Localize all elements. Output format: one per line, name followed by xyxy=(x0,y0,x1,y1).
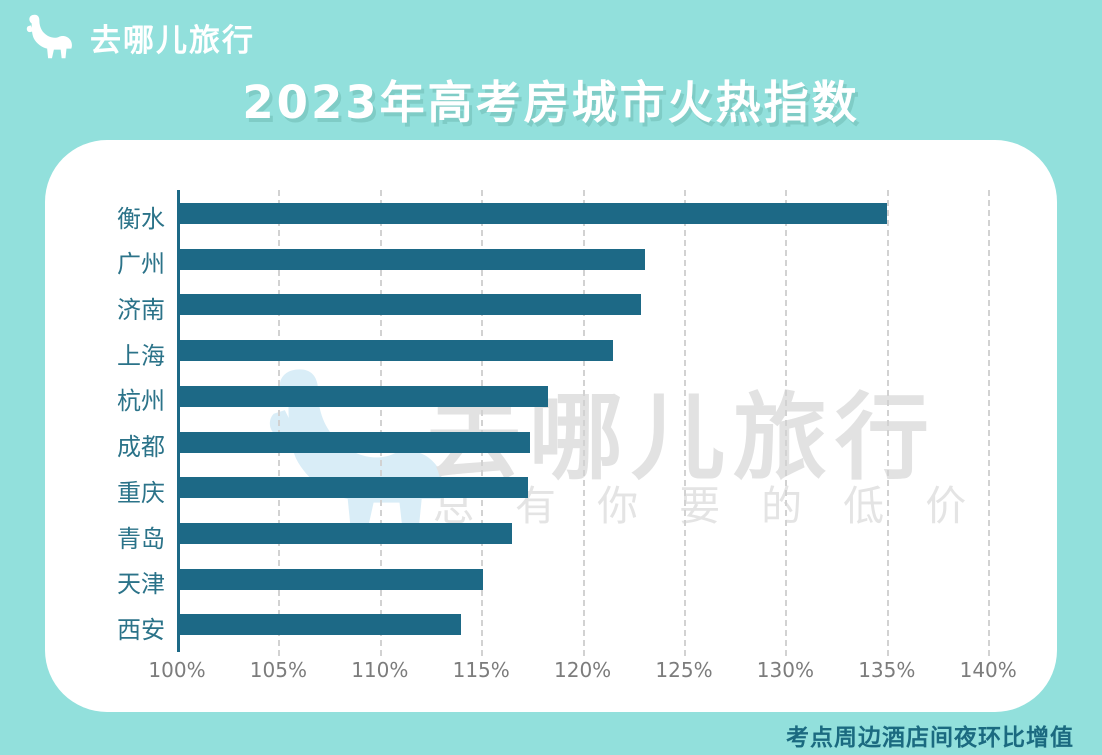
bar xyxy=(179,614,461,636)
city-label: 衡水 xyxy=(117,204,165,233)
gridline xyxy=(684,190,686,656)
bar xyxy=(179,523,512,545)
city-label: 上海 xyxy=(117,341,165,370)
city-label: 西安 xyxy=(117,615,165,644)
bar xyxy=(179,340,613,362)
gridline xyxy=(886,190,889,656)
city-label: 青岛 xyxy=(117,524,165,553)
x-tick-label: 100% xyxy=(148,658,206,682)
bar xyxy=(179,385,549,407)
x-tick-label: 140% xyxy=(959,658,1017,682)
city-label: 济南 xyxy=(117,295,165,324)
x-tick-label: 135% xyxy=(858,658,916,682)
x-tick-label: 125% xyxy=(655,658,713,682)
x-tick-label: 120% xyxy=(554,658,612,682)
chart-panel: 去哪儿旅行 总 有 你 要 的 低 价 衡水 广州 济南 上海 杭州 成都 重庆 青岛 天津 西安… xyxy=(45,140,1057,712)
x-tick-label: 105% xyxy=(249,658,307,682)
bar xyxy=(179,568,484,590)
gridline xyxy=(988,190,991,656)
bar xyxy=(179,248,646,270)
bar xyxy=(179,294,642,316)
gridline xyxy=(278,190,281,656)
camel-logo-icon xyxy=(26,14,72,59)
bar xyxy=(179,431,530,453)
x-tick-label: 110% xyxy=(351,658,409,682)
city-label: 广州 xyxy=(117,250,165,279)
city-label: 重庆 xyxy=(117,478,165,507)
gridline xyxy=(379,190,382,656)
chart-footnote: 考点周边酒店间夜环比增值 xyxy=(786,725,1074,751)
gridline xyxy=(481,190,484,656)
city-label: 天津 xyxy=(117,570,165,599)
page-title: 2023年高考房城市火热指数 xyxy=(242,76,860,129)
city-label: 杭州 xyxy=(117,387,165,416)
x-tick-label: 115% xyxy=(452,658,510,682)
plot-area: 衡水广州济南上海杭州成都重庆青岛天津西安 100% 105% 110% 115% 120%… xyxy=(45,140,1057,712)
y-axis-line xyxy=(177,190,180,652)
brand-name: 去哪儿旅行 xyxy=(90,22,255,59)
brand-logo: 去哪儿旅行 xyxy=(22,12,255,62)
gridline xyxy=(785,190,788,656)
bar xyxy=(179,477,528,499)
city-label: 成都 xyxy=(117,433,165,462)
bar xyxy=(179,203,887,224)
gridline xyxy=(582,190,585,656)
x-tick-label: 130% xyxy=(756,658,814,682)
